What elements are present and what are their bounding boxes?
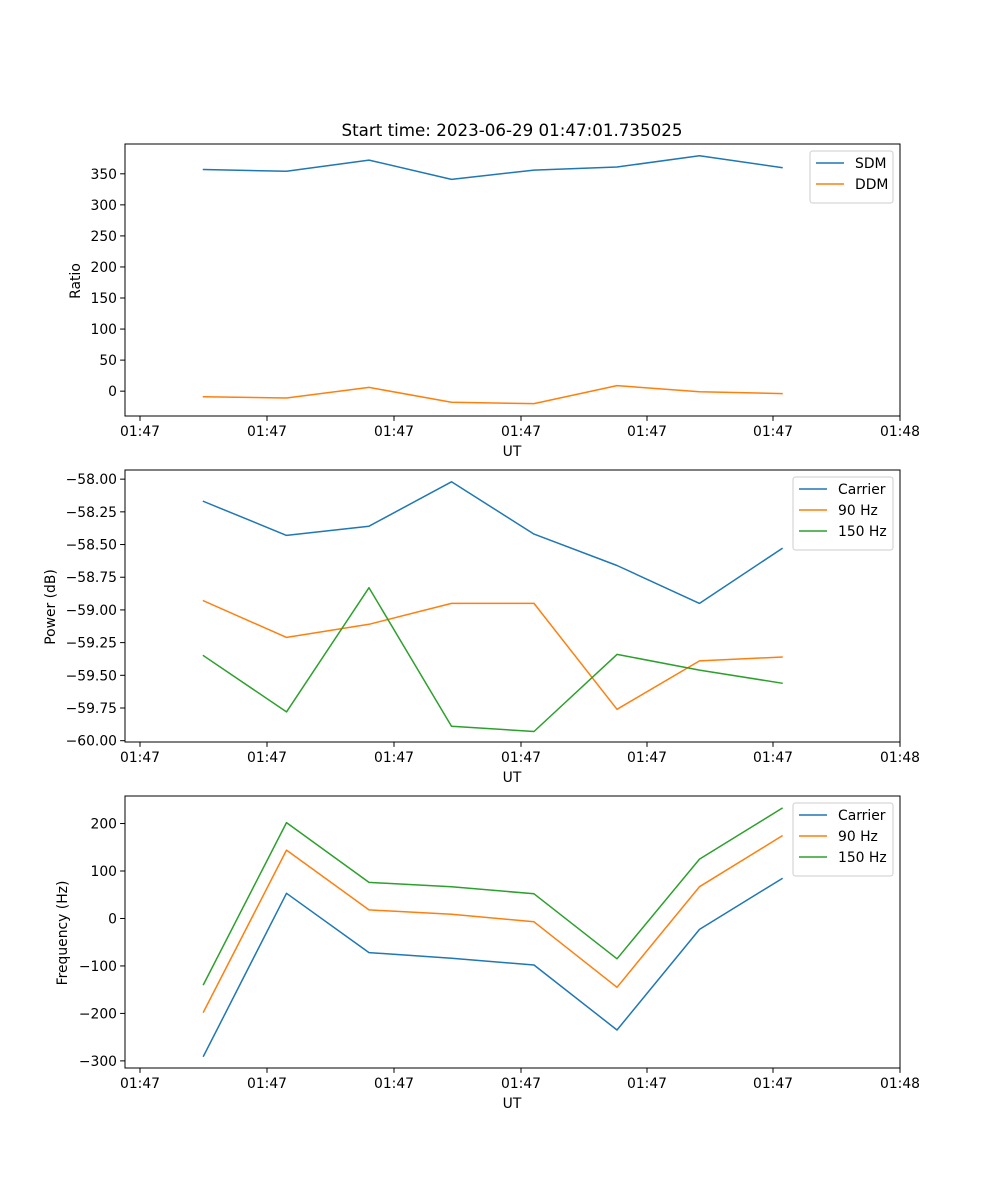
y-tick-label: 200	[90, 817, 117, 833]
series-line-ddm	[202, 384, 783, 405]
y-axis-label: Ratio	[68, 263, 84, 299]
x-tick-label: 01:47	[120, 1076, 160, 1092]
axes-frame	[124, 795, 901, 1069]
y-tick-label: −59.75	[66, 701, 117, 717]
x-axis-label: UT	[503, 770, 522, 786]
x-tick-label: 01:47	[627, 750, 667, 766]
y-tick-label: 200	[90, 260, 117, 276]
x-tick-label: 01:47	[120, 750, 160, 766]
legend-label: DDM	[855, 177, 888, 193]
x-tick-label: 01:48	[880, 750, 920, 766]
legend-label: 90 Hz	[838, 829, 878, 845]
y-tick-label: −300	[79, 1054, 117, 1070]
y-tick-label: 250	[90, 229, 117, 245]
series-line-90-hz	[202, 834, 784, 1014]
x-tick-label: 01:47	[247, 424, 287, 440]
y-tick-label: 350	[90, 167, 117, 183]
y-tick-label: 100	[90, 864, 117, 880]
x-tick-label: 01:47	[627, 424, 667, 440]
legend-label: Carrier	[838, 808, 886, 824]
x-tick-label: 01:47	[247, 750, 287, 766]
x-tick-label: 01:47	[501, 424, 541, 440]
x-tick-label: 01:47	[374, 750, 414, 766]
axes-frame	[124, 143, 901, 417]
legend: Carrier 90 Hz 150 Hz	[792, 802, 894, 877]
y-tick-label: −58.00	[66, 472, 117, 488]
legend-label: Carrier	[838, 482, 886, 498]
y-tick-label: −100	[79, 959, 117, 975]
ratio-panel: UT Ratio 01:47 01:47 01:47 01:47 01:47 01:47 0…	[68, 143, 920, 460]
y-axis-label: Frequency (Hz)	[55, 881, 71, 986]
x-tick-label: 01:47	[501, 1076, 541, 1092]
y-tick-label: −58.25	[66, 505, 117, 521]
y-tick-label: 0	[108, 384, 117, 400]
series-line-90-hz	[202, 599, 783, 711]
x-tick-label: 01:47	[753, 750, 793, 766]
y-tick-label: 100	[90, 322, 117, 338]
y-tick-label: −60.00	[66, 734, 117, 750]
legend-label: 150 Hz	[838, 524, 887, 540]
series-line-150-hz	[202, 586, 783, 733]
y-tick-label: 0	[108, 911, 117, 927]
series-line-carrier	[202, 877, 784, 1058]
y-tick-label: 150	[90, 291, 117, 307]
x-tick-label: 01:47	[501, 750, 541, 766]
x-tick-label: 01:48	[880, 424, 920, 440]
x-tick-label: 01:47	[753, 424, 793, 440]
y-tick-label: −59.00	[66, 603, 117, 619]
axes-frame	[124, 469, 901, 743]
legend: Carrier 90 Hz 150 Hz	[792, 476, 894, 551]
y-tick-label: −200	[79, 1006, 117, 1022]
x-axis-label: UT	[503, 1096, 522, 1112]
x-tick-label: 01:47	[374, 1076, 414, 1092]
frequency-panel: UT Frequency (Hz) 01:47 01:47 01:47 01:47 01…	[55, 795, 920, 1112]
series-line-carrier	[202, 481, 784, 605]
y-tick-label: −59.25	[66, 636, 117, 652]
y-tick-label: 300	[90, 198, 117, 214]
y-tick-label: 50	[99, 353, 117, 369]
x-tick-label: 01:47	[120, 424, 160, 440]
x-tick-label: 01:47	[753, 1076, 793, 1092]
power-panel: UT Power (dB) 01:47 01:47 01:47 01:47 01:47 0…	[43, 469, 920, 786]
legend-frame	[809, 150, 894, 204]
legend-label: 150 Hz	[838, 850, 887, 866]
series-line-150-hz	[202, 807, 784, 986]
x-axis-label: UT	[503, 444, 522, 460]
y-tick-label: −59.50	[66, 668, 117, 684]
y-tick-label: −58.50	[66, 538, 117, 554]
y-axis-label: Power (dB)	[43, 569, 59, 645]
legend-label: SDM	[855, 156, 887, 172]
x-tick-label: 01:47	[374, 424, 414, 440]
x-tick-label: 01:48	[880, 1076, 920, 1092]
x-tick-label: 01:47	[247, 1076, 287, 1092]
x-tick-label: 01:47	[627, 1076, 667, 1092]
series-line-sdm	[202, 155, 783, 181]
legend: SDM DDM	[809, 150, 894, 204]
chart-title: Start time: 2023-06-29 01:47:01.735025	[342, 120, 683, 140]
y-tick-label: −58.75	[66, 570, 117, 586]
legend-label: 90 Hz	[838, 503, 878, 519]
